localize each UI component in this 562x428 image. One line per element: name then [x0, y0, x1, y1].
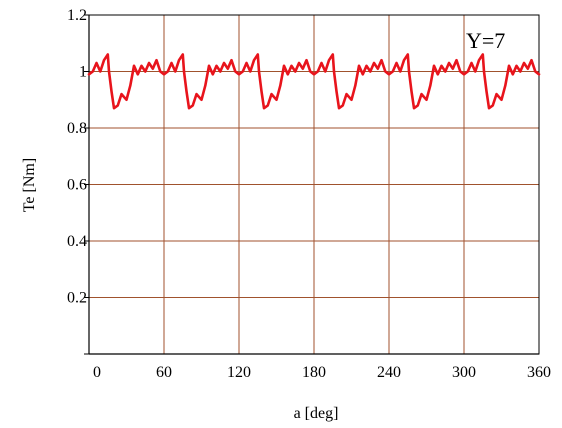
series-line-0 [87, 53, 541, 110]
x-tick-label: 360 [527, 364, 551, 381]
y-tick-label: 0.2 [67, 290, 87, 307]
x-axis-title: a [deg] [294, 405, 339, 422]
y-axis-title: Te [Nm] [21, 158, 38, 212]
series-annotation: Y=7 [466, 28, 505, 53]
axes [84, 14, 539, 355]
y-tick-label: 1.2 [67, 7, 87, 24]
x-tick-label: 300 [452, 364, 476, 381]
x-tick-labels: 0 60 120 180 240 300 360 [93, 364, 551, 381]
x-tick-label: 120 [227, 364, 251, 381]
y-tick-label: 1 [79, 64, 87, 81]
x-tick-label: 240 [377, 364, 401, 381]
series-group [87, 53, 541, 110]
y-tick-label: 0.4 [67, 233, 87, 250]
y-tick-label: 0.8 [67, 120, 87, 137]
y-tick-labels: 0.2 0.4 0.6 0.8 1 1.2 [67, 7, 87, 307]
x-tick-label: 60 [156, 364, 172, 381]
y-tick-label: 0.6 [67, 177, 87, 194]
x-tick-label: 180 [302, 364, 326, 381]
x-tick-label: 0 [93, 364, 101, 381]
